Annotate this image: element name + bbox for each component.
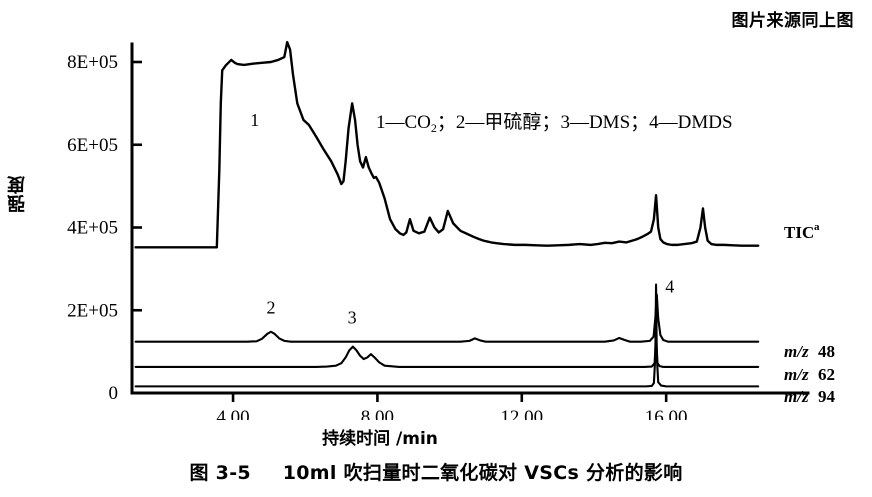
peak-label-4: 4 <box>665 276 674 296</box>
legend-separator: ； <box>541 112 560 133</box>
trace-label-mz48: m/z 48 <box>784 342 835 361</box>
peak-number-labels: 1 2 3 4 <box>250 110 674 327</box>
trace-label-text: m/z <box>784 387 809 406</box>
trace-m-z-94 <box>134 283 760 388</box>
x-tick-label: 12.00 <box>500 407 543 420</box>
legend-item-number: 3—DMS <box>560 112 630 133</box>
peak-label-2: 2 <box>266 298 275 318</box>
trace-m-z-48 <box>134 293 760 343</box>
trace-lines <box>134 40 760 388</box>
trace-label-mz62: m/z 62 <box>784 365 835 384</box>
y-axis-ticks: 0 2E+05 4E+05 6E+05 8E+05 <box>67 52 142 404</box>
trace-label-mz94: m/z 94 <box>784 387 836 406</box>
trace-label-value: 94 <box>818 387 836 406</box>
y-tick-label: 4E+05 <box>67 218 118 239</box>
chromatogram-chart: 0 2E+05 4E+05 6E+05 8E+05 4.00 8.00 12.00 16.00… <box>67 40 836 420</box>
peak-label-1: 1 <box>250 110 259 130</box>
x-tick-label: 4.00 <box>216 407 249 420</box>
trace-m-z-62 <box>134 334 760 368</box>
y-tick-label: 0 <box>109 383 119 404</box>
chart-plot-area: 0 2E+05 4E+05 6E+05 8E+05 4.00 8.00 12.00 16.00… <box>0 20 872 420</box>
axis-lines <box>130 42 810 395</box>
trace-label-value: 62 <box>818 365 835 384</box>
y-tick-label: 2E+05 <box>67 300 118 321</box>
trace-label-text: TIC <box>784 223 814 242</box>
legend-item-number: 2—甲硫醇 <box>456 111 542 133</box>
caption-number: 图 3-5 <box>189 462 251 484</box>
trace-label-tic: TIC a <box>784 221 820 242</box>
x-tick-label: 16.00 <box>645 407 688 420</box>
y-axis-title: 强度 <box>7 175 28 213</box>
legend-separator: ； <box>437 112 456 133</box>
legend-text: 1—CO2；2—甲硫醇；3—DMS；4—DMDS <box>376 111 733 135</box>
caption-text: 10ml 吹扫量时二氧化碳对 VSCs 分析的影响 <box>282 462 683 484</box>
x-axis-title: 持续时间 /min <box>322 429 438 449</box>
trace-name-labels: TIC a m/z 48 m/z 62 m/z 94 <box>784 221 836 406</box>
y-tick-label: 6E+05 <box>67 135 118 156</box>
legend-item-subscript: 2 <box>431 121 437 135</box>
peak-label-3: 3 <box>348 307 357 327</box>
axes-group: 0 2E+05 4E+05 6E+05 8E+05 4.00 8.00 12.00 16.00 <box>67 42 810 420</box>
x-tick-label: 8.00 <box>361 407 394 420</box>
trace-label-value: 48 <box>818 342 835 361</box>
y-tick-label: 8E+05 <box>67 52 118 73</box>
trace-label-text: m/z <box>784 342 809 361</box>
source-note: 图片来源同上图 <box>731 11 854 31</box>
figure-caption: 图 3-5 10ml 吹扫量时二氧化碳对 VSCs 分析的影响 <box>0 458 872 485</box>
trace-label-text: m/z <box>784 365 809 384</box>
legend-inline: 1—CO2；2—甲硫醇；3—DMS；4—DMDS <box>376 111 733 135</box>
x-axis-ticks: 4.00 8.00 12.00 16.00 <box>216 393 688 420</box>
legend-separator: ； <box>630 112 649 133</box>
legend-item-number: 1—CO <box>376 112 431 133</box>
legend-item-number: 4—DMDS <box>649 112 732 133</box>
trace-tic <box>134 40 760 249</box>
trace-label-superscript: a <box>814 221 820 233</box>
